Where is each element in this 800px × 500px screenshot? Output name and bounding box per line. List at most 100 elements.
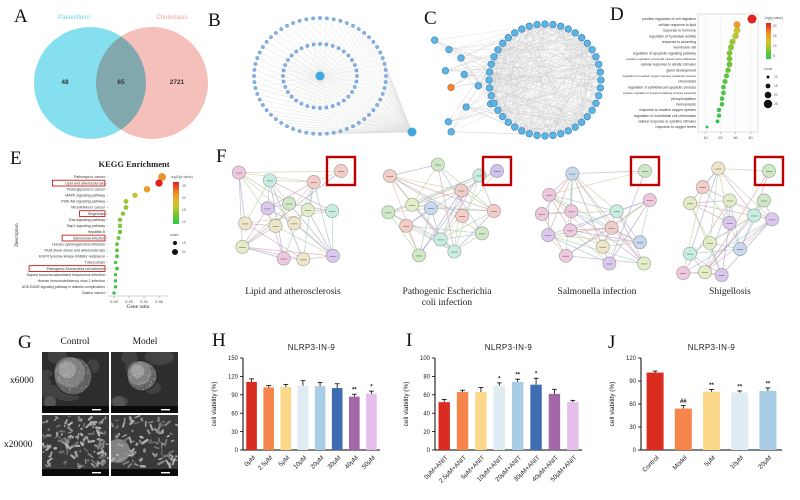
svg-text:NLRP3-IN-9: NLRP3-IN-9 bbox=[288, 343, 336, 352]
svg-text:response to oxygen levels: response to oxygen levels bbox=[656, 125, 697, 129]
svg-text:regulation of epithelial cell: regulation of epithelial cell apoptotic … bbox=[628, 85, 696, 89]
sem-col-header-model: Model bbox=[132, 337, 158, 347]
svg-text:chemotaxis: chemotaxis bbox=[678, 80, 696, 84]
kegg-enrichment-dotplot: KEGG Enrichment 0.20 0.25 0.30 0.35 Gene rati… bbox=[12, 156, 208, 320]
svg-text:regulation of hydrolase activi: regulation of hydrolase activity bbox=[649, 34, 696, 38]
svg-text:Lipid and atherosclerosis: Lipid and atherosclerosis bbox=[65, 181, 105, 185]
svg-text:-log(p-value): -log(p-value) bbox=[764, 16, 783, 20]
svg-text:positive regulation of protein: positive regulation of protein-containin… bbox=[623, 91, 696, 95]
svg-text:120: 120 bbox=[626, 356, 637, 362]
svg-text:Model: Model bbox=[672, 454, 689, 471]
svg-text:25: 25 bbox=[774, 102, 778, 106]
panel-label-j: J bbox=[608, 332, 616, 353]
svg-text:gland development: gland development bbox=[666, 68, 696, 72]
pathway-network-lipid: Lipid and atherosclerosis bbox=[220, 152, 366, 298]
svg-text:100: 100 bbox=[420, 356, 431, 362]
svg-text:membrane raft: membrane raft bbox=[673, 46, 696, 50]
svg-text:**: ** bbox=[515, 373, 520, 379]
svg-text:2.5μM: 2.5μM bbox=[257, 454, 274, 471]
svg-text:10μM: 10μM bbox=[292, 454, 308, 470]
svg-text:10: 10 bbox=[703, 136, 707, 140]
target-radial-network bbox=[216, 14, 426, 146]
sem-image-control-x6000 bbox=[42, 352, 109, 413]
ppi-hairball-network bbox=[428, 8, 613, 146]
svg-text:Salmonella infection: Salmonella infection bbox=[73, 236, 105, 240]
svg-text:hemopoiesis: hemopoiesis bbox=[676, 102, 696, 106]
svg-text:Hepatitis B: Hepatitis B bbox=[88, 230, 106, 234]
svg-text:20: 20 bbox=[718, 136, 722, 140]
pathway-network-lipid-label: Lipid and atherosclerosis bbox=[245, 287, 341, 297]
svg-text:Control: Control bbox=[641, 454, 660, 473]
venn-overlap-count: 65 bbox=[117, 79, 125, 86]
svg-text:20: 20 bbox=[182, 196, 186, 200]
svg-text:50μM: 50μM bbox=[361, 454, 377, 470]
svg-text:5: 5 bbox=[773, 54, 775, 58]
svg-text:Kaposi sarcoma-associated herp: Kaposi sarcoma-associated herpesvirus in… bbox=[27, 273, 105, 277]
panel-label-f: F bbox=[216, 146, 227, 167]
svg-text:Shigellosis: Shigellosis bbox=[88, 212, 105, 216]
svg-text:20: 20 bbox=[774, 93, 778, 97]
panel-label-c: C bbox=[424, 8, 437, 29]
svg-text:Human cytomegalovirus infectio: Human cytomegalovirus infection bbox=[52, 242, 105, 246]
svg-text:0μM: 0μM bbox=[243, 454, 257, 468]
svg-text:Description: Description bbox=[15, 223, 20, 247]
sem-image-grid bbox=[42, 352, 178, 476]
pathway-network-salmonella-label: Salmonella infection bbox=[557, 287, 637, 297]
svg-text:NLRP3-IN-9: NLRP3-IN-9 bbox=[688, 343, 736, 352]
svg-text:cell viability (%): cell viability (%) bbox=[403, 382, 410, 427]
svg-text:count: count bbox=[170, 233, 178, 237]
svg-text:response to wounding: response to wounding bbox=[662, 40, 696, 44]
panel-label-a: A bbox=[14, 6, 28, 27]
svg-text:MAPK signaling pathway: MAPK signaling pathway bbox=[65, 194, 105, 198]
svg-text:**: ** bbox=[766, 381, 771, 387]
panel-label-i: I bbox=[406, 330, 413, 351]
svg-text:phosphorylation: phosphorylation bbox=[671, 97, 696, 101]
svg-text:10: 10 bbox=[182, 220, 186, 224]
sem-image-model-x6000 bbox=[111, 352, 178, 413]
sem-image-model-x20000 bbox=[111, 415, 178, 476]
svg-text:PI3K-Akt signaling pathway: PI3K-Akt signaling pathway bbox=[61, 200, 105, 204]
svg-text:regulation of endothelial cell: regulation of endothelial cell chemotaxi… bbox=[634, 114, 696, 118]
svg-text:MicroRNAs in cancer: MicroRNAs in cancer bbox=[71, 206, 106, 210]
svg-text:0.25: 0.25 bbox=[125, 300, 132, 304]
pathway-network-ecoli: Pathogenic Escherichia coli infection bbox=[372, 152, 522, 309]
venn-left-label: Paeoniflorin bbox=[58, 15, 90, 21]
go-enrichment-dotplot: 10 20 30 40 positive regulation of cell migr… bbox=[610, 8, 796, 146]
svg-text:15: 15 bbox=[182, 241, 186, 245]
svg-text:150: 150 bbox=[228, 356, 239, 362]
svg-text:Pathogenic Escherichia coli in: Pathogenic Escherichia coli infection bbox=[47, 267, 105, 271]
viability-bar-chart-i: NLRP3-IN-9 0 20 40 60 80 100 cell viability (%)… bbox=[398, 338, 590, 496]
svg-text:*: * bbox=[370, 385, 373, 391]
svg-text:40μM: 40μM bbox=[344, 454, 360, 470]
svg-text:40: 40 bbox=[748, 136, 752, 140]
svg-text:-log10(p-value): -log10(p-value) bbox=[170, 175, 193, 179]
svg-text:regulation of reactive oxygen: regulation of reactive oxygen species me… bbox=[622, 74, 696, 78]
svg-text:0.35: 0.35 bbox=[155, 300, 162, 304]
svg-text:20: 20 bbox=[773, 24, 777, 28]
svg-text:**: ** bbox=[709, 383, 714, 389]
svg-text:Rap1 signaling pathway: Rap1 signaling pathway bbox=[67, 224, 105, 228]
pathway-network-salmonella: Salmonella infection bbox=[524, 152, 670, 298]
svg-text:0: 0 bbox=[427, 448, 431, 454]
venn-diagram: Paeoniflorin Cholestasis 48 65 2721 bbox=[26, 14, 218, 142]
svg-text:count: count bbox=[764, 67, 772, 71]
svg-text:60: 60 bbox=[231, 411, 238, 417]
svg-text:**: ** bbox=[352, 388, 357, 394]
panel-label-d: D bbox=[610, 4, 624, 25]
svg-text:30: 30 bbox=[629, 425, 636, 431]
svg-text:40: 40 bbox=[423, 411, 430, 417]
svg-text:regulation of apoptotic signal: regulation of apoptotic signaling pathwa… bbox=[633, 51, 696, 55]
svg-text:10μM: 10μM bbox=[729, 454, 745, 470]
svg-text:0: 0 bbox=[235, 448, 239, 454]
svg-text:response to hormone: response to hormone bbox=[663, 29, 696, 33]
svg-text:30: 30 bbox=[733, 136, 737, 140]
svg-text:cellular response to cytokine: cellular response to cytokine stimulus bbox=[638, 120, 696, 124]
sem-image-control-x20000 bbox=[42, 415, 109, 476]
svg-text:AGE-RAGE signaling pathway in: AGE-RAGE signaling pathway in diabetic c… bbox=[22, 285, 105, 289]
svg-text:Gastric cancer: Gastric cancer bbox=[82, 291, 106, 295]
venn-left-count: 48 bbox=[61, 79, 69, 86]
svg-text:KEGG Enrichment: KEGG Enrichment bbox=[98, 159, 169, 169]
svg-text:60: 60 bbox=[629, 402, 636, 408]
venn-circle-right bbox=[96, 27, 208, 139]
